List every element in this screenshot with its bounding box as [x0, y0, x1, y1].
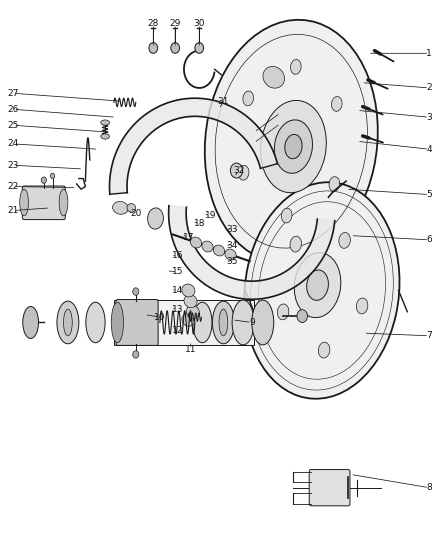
Ellipse shape	[193, 302, 212, 343]
FancyBboxPatch shape	[309, 470, 350, 506]
Ellipse shape	[20, 189, 28, 216]
Text: 32: 32	[233, 166, 244, 175]
Text: 1: 1	[426, 49, 432, 58]
Ellipse shape	[332, 96, 342, 111]
Text: 15: 15	[172, 268, 183, 276]
Ellipse shape	[263, 67, 285, 88]
Text: 28: 28	[148, 20, 159, 28]
Ellipse shape	[307, 270, 328, 300]
Text: 6: 6	[426, 236, 432, 244]
Text: 18: 18	[194, 220, 205, 228]
Text: 9: 9	[249, 318, 255, 327]
Ellipse shape	[230, 163, 243, 178]
Ellipse shape	[86, 302, 105, 343]
Ellipse shape	[101, 120, 110, 125]
Text: 23: 23	[7, 161, 19, 169]
Text: 29: 29	[170, 20, 181, 28]
Ellipse shape	[149, 43, 158, 53]
Ellipse shape	[357, 298, 368, 314]
Text: 12: 12	[172, 326, 183, 335]
Text: 20: 20	[130, 209, 141, 217]
Text: 33: 33	[226, 225, 238, 233]
Ellipse shape	[225, 249, 236, 260]
Ellipse shape	[101, 134, 110, 139]
Text: 19: 19	[205, 212, 216, 220]
Ellipse shape	[285, 134, 302, 159]
Ellipse shape	[294, 253, 341, 318]
Text: 4: 4	[427, 145, 432, 154]
Text: 16: 16	[172, 252, 183, 260]
Ellipse shape	[213, 245, 225, 256]
Ellipse shape	[148, 208, 163, 229]
Text: 35: 35	[226, 257, 238, 265]
Text: 27: 27	[7, 89, 19, 98]
Text: 21: 21	[7, 206, 19, 215]
Text: 26: 26	[7, 105, 19, 114]
Polygon shape	[169, 206, 335, 299]
Ellipse shape	[275, 120, 312, 173]
Text: 11: 11	[185, 345, 196, 353]
Ellipse shape	[127, 204, 136, 212]
Ellipse shape	[339, 232, 350, 248]
Ellipse shape	[133, 288, 139, 295]
Text: 8: 8	[426, 483, 432, 492]
Polygon shape	[114, 300, 254, 345]
Text: 3: 3	[426, 113, 432, 122]
Ellipse shape	[113, 201, 128, 214]
Ellipse shape	[252, 300, 274, 345]
Ellipse shape	[318, 342, 330, 358]
Ellipse shape	[64, 309, 72, 336]
Ellipse shape	[281, 208, 292, 223]
Text: 13: 13	[172, 305, 183, 313]
Ellipse shape	[205, 20, 378, 263]
Text: 24: 24	[7, 140, 19, 148]
Ellipse shape	[297, 310, 307, 322]
Ellipse shape	[59, 189, 68, 216]
Text: 34: 34	[226, 241, 238, 249]
Ellipse shape	[57, 301, 79, 344]
Ellipse shape	[238, 165, 249, 180]
Text: 5: 5	[426, 190, 432, 199]
Text: 2: 2	[427, 84, 432, 92]
Text: 7: 7	[426, 332, 432, 340]
Ellipse shape	[186, 305, 199, 318]
Ellipse shape	[261, 100, 326, 193]
Ellipse shape	[290, 60, 301, 74]
Ellipse shape	[111, 302, 124, 343]
Ellipse shape	[202, 241, 213, 252]
Text: 30: 30	[194, 20, 205, 28]
Text: 22: 22	[7, 182, 19, 191]
Text: 17: 17	[183, 233, 194, 241]
FancyBboxPatch shape	[22, 186, 65, 220]
Ellipse shape	[277, 304, 289, 320]
Text: 31: 31	[218, 97, 229, 106]
Text: 10: 10	[154, 313, 166, 321]
Ellipse shape	[290, 236, 301, 252]
Ellipse shape	[184, 295, 197, 308]
Polygon shape	[110, 98, 277, 194]
Text: 25: 25	[7, 121, 19, 130]
Ellipse shape	[191, 237, 201, 248]
Ellipse shape	[232, 300, 254, 345]
Ellipse shape	[50, 173, 55, 179]
Ellipse shape	[212, 301, 234, 344]
Ellipse shape	[23, 306, 39, 338]
Ellipse shape	[182, 313, 195, 326]
Ellipse shape	[329, 176, 339, 191]
Ellipse shape	[41, 177, 46, 183]
Ellipse shape	[133, 351, 139, 358]
Ellipse shape	[195, 43, 204, 53]
Text: 14: 14	[172, 286, 183, 295]
Ellipse shape	[182, 284, 195, 297]
Ellipse shape	[171, 43, 180, 53]
Ellipse shape	[244, 182, 399, 399]
FancyBboxPatch shape	[116, 300, 158, 345]
Ellipse shape	[243, 91, 254, 106]
Ellipse shape	[219, 309, 228, 336]
